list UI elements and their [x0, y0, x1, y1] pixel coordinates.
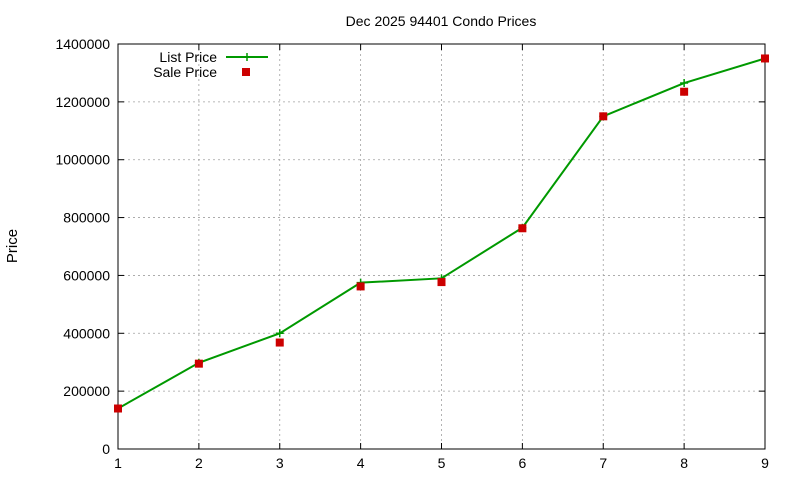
- x-tick-label: 1: [114, 455, 122, 471]
- x-tick-label: 6: [518, 455, 526, 471]
- x-tick-label: 9: [761, 455, 769, 471]
- y-tick-label: 400000: [63, 325, 110, 341]
- legend-label: List Price: [159, 49, 217, 65]
- y-axis-label: Price: [4, 229, 21, 263]
- sale-price-point: [437, 278, 446, 287]
- x-tick-label: 7: [599, 455, 607, 471]
- grid-lines: [118, 44, 765, 449]
- list-price-point: [275, 329, 284, 338]
- y-tick-label: 600000: [63, 267, 110, 283]
- x-tick-label: 3: [276, 455, 284, 471]
- y-tick-label: 200000: [63, 383, 110, 399]
- list-price-point: [680, 79, 689, 88]
- y-tick-label: 1000000: [55, 152, 110, 168]
- x-tick-label: 2: [195, 455, 203, 471]
- legend-label: Sale Price: [153, 64, 217, 80]
- sale-price-point: [356, 282, 365, 291]
- sale-price-point: [275, 338, 284, 347]
- sale-price-point: [194, 359, 203, 368]
- y-tick-label: 800000: [63, 210, 110, 226]
- legend-swatch-square: [242, 68, 250, 76]
- x-tick-label: 8: [680, 455, 688, 471]
- series-layer: [114, 54, 769, 413]
- sale-price-point: [114, 404, 122, 413]
- sale-price-point: [599, 112, 608, 121]
- y-tick-label: 1200000: [55, 94, 110, 110]
- sale-price-point: [518, 224, 527, 233]
- axis-ticks: 1 2 3 4 5 6 7 8 9 0 200000 400000 600000 800000 100000…: [55, 36, 769, 471]
- legend-swatch-cross: [243, 53, 251, 61]
- sale-price-point: [761, 54, 769, 63]
- chart-title: Dec 2025 94401 Condo Prices: [346, 13, 537, 29]
- x-tick-label: 4: [357, 455, 365, 471]
- sale-price-point: [680, 87, 689, 96]
- y-tick-label: 0: [102, 441, 110, 457]
- x-tick-label: 5: [438, 455, 446, 471]
- y-tick-label: 1400000: [55, 36, 110, 52]
